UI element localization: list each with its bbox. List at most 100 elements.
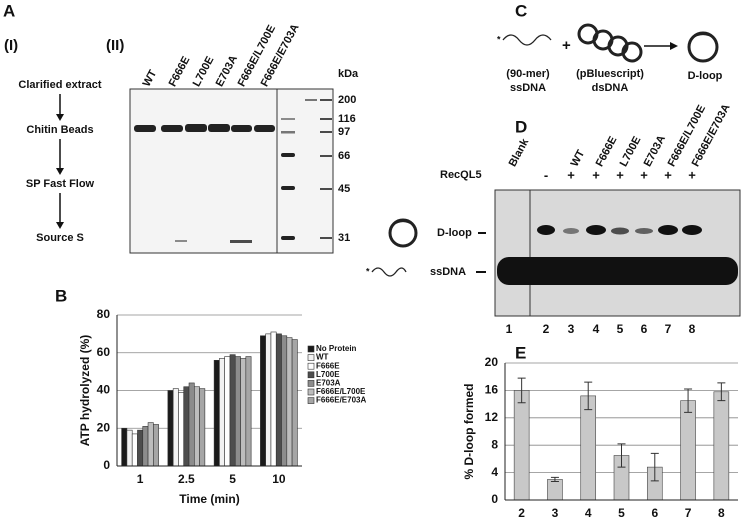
legend-label: WT xyxy=(316,353,329,362)
band-label: ssDNA xyxy=(430,266,466,278)
bar xyxy=(260,335,266,467)
bar xyxy=(580,395,597,501)
x-tick-label: 6 xyxy=(651,506,658,520)
legend-label: No Protein xyxy=(316,344,357,353)
lane-number: 6 xyxy=(641,322,648,336)
lane-number: 3 xyxy=(568,322,575,336)
legend-label: F666E/L700E xyxy=(316,387,366,396)
bar xyxy=(286,337,293,467)
y-tick-label: 20 xyxy=(485,355,499,369)
legend-swatch xyxy=(307,345,315,353)
lane-label: F666E xyxy=(594,135,620,169)
x-tick-label: 7 xyxy=(685,506,692,520)
x-tick-label: 5 xyxy=(229,472,236,486)
lane-label: F666E xyxy=(167,55,193,89)
y-tick-label: 80 xyxy=(97,307,111,321)
marker-label: 45 xyxy=(338,183,350,195)
error-bar xyxy=(684,388,693,413)
lane-number: 7 xyxy=(665,322,672,336)
panel-label: D xyxy=(515,117,527,136)
bar xyxy=(213,359,220,467)
x-axis-label: Time (min) xyxy=(179,492,239,506)
ssdna-icon xyxy=(371,267,407,277)
legend-swatch xyxy=(307,362,315,370)
flow-step: Clarified extract xyxy=(18,79,101,91)
lane-label: WT xyxy=(141,68,160,89)
error-bar xyxy=(650,452,659,482)
y-tick-label: 0 xyxy=(103,458,110,472)
bar xyxy=(713,391,730,501)
y-tick-label: 12 xyxy=(485,410,499,424)
x-tick-label: 8 xyxy=(718,506,725,520)
y-axis-label: % D-loop formed xyxy=(462,384,476,480)
plus: + xyxy=(562,37,571,54)
bar xyxy=(234,356,241,467)
kda-label: kDa xyxy=(338,68,359,80)
lane-number: 1 xyxy=(506,322,513,336)
legend-swatch xyxy=(307,397,315,404)
bar xyxy=(167,390,174,467)
error-bar xyxy=(550,476,559,483)
error-bar xyxy=(517,377,526,404)
legend-label: F666E/E703A xyxy=(316,396,366,405)
star: * xyxy=(497,34,501,44)
bar xyxy=(224,356,231,467)
bar xyxy=(513,390,530,501)
bar xyxy=(178,392,185,467)
x-tick-label: 2.5 xyxy=(178,472,195,486)
x-tick-label: 5 xyxy=(618,506,625,520)
panel-label: A xyxy=(3,1,15,20)
ssdna-icon xyxy=(502,34,552,46)
bar xyxy=(126,429,133,467)
star: * xyxy=(366,266,370,276)
product-label: D-loop xyxy=(688,70,723,82)
protein-sign: - xyxy=(544,167,548,182)
lane-label: E703A xyxy=(642,133,668,168)
gel-d xyxy=(494,189,741,317)
y-tick-label: 40 xyxy=(97,383,111,397)
bar xyxy=(188,382,195,467)
lane-number: 8 xyxy=(689,322,696,336)
protein-sign: + xyxy=(616,167,624,182)
marker-label: 31 xyxy=(338,232,350,244)
protein-sign: + xyxy=(592,167,600,182)
flow-step: SP Fast Flow xyxy=(26,178,95,190)
marker-label: 116 xyxy=(338,113,356,125)
bar xyxy=(199,388,206,467)
lane-label: WT xyxy=(569,148,588,169)
legend-label: L700E xyxy=(316,370,340,379)
lane-label: L700E xyxy=(618,135,644,169)
legend-label: E703A xyxy=(316,379,341,388)
dloop-icon xyxy=(388,218,418,248)
lane-number: 5 xyxy=(617,322,624,336)
legend-swatch xyxy=(307,354,315,361)
marker-label: 200 xyxy=(338,94,356,106)
panel-label: B xyxy=(55,286,67,305)
marker-label: 66 xyxy=(338,150,350,162)
bar xyxy=(547,479,563,501)
y-tick-label: 8 xyxy=(491,437,498,451)
bar xyxy=(131,433,138,467)
x-tick-label: 3 xyxy=(552,506,559,520)
gel-a xyxy=(129,88,334,254)
bar xyxy=(183,386,190,467)
ssdna-label: (90-mer) xyxy=(506,68,550,80)
bar xyxy=(147,422,154,467)
y-tick-label: 16 xyxy=(485,383,499,397)
legend-swatch xyxy=(307,388,315,396)
x-tick-label: 4 xyxy=(585,506,592,520)
protein-sign: + xyxy=(688,167,696,182)
lane-label: Blank xyxy=(507,136,532,169)
legend-swatch xyxy=(307,371,315,379)
x-tick-label: 10 xyxy=(272,472,286,486)
flow-step: Chitin Beads xyxy=(26,124,93,136)
bar xyxy=(265,333,272,467)
bar xyxy=(194,386,200,467)
bar xyxy=(275,333,282,467)
panel-label: E xyxy=(515,343,526,362)
bar xyxy=(219,358,225,467)
plasmid-icons xyxy=(577,23,643,63)
band-label: D-loop xyxy=(437,227,472,239)
